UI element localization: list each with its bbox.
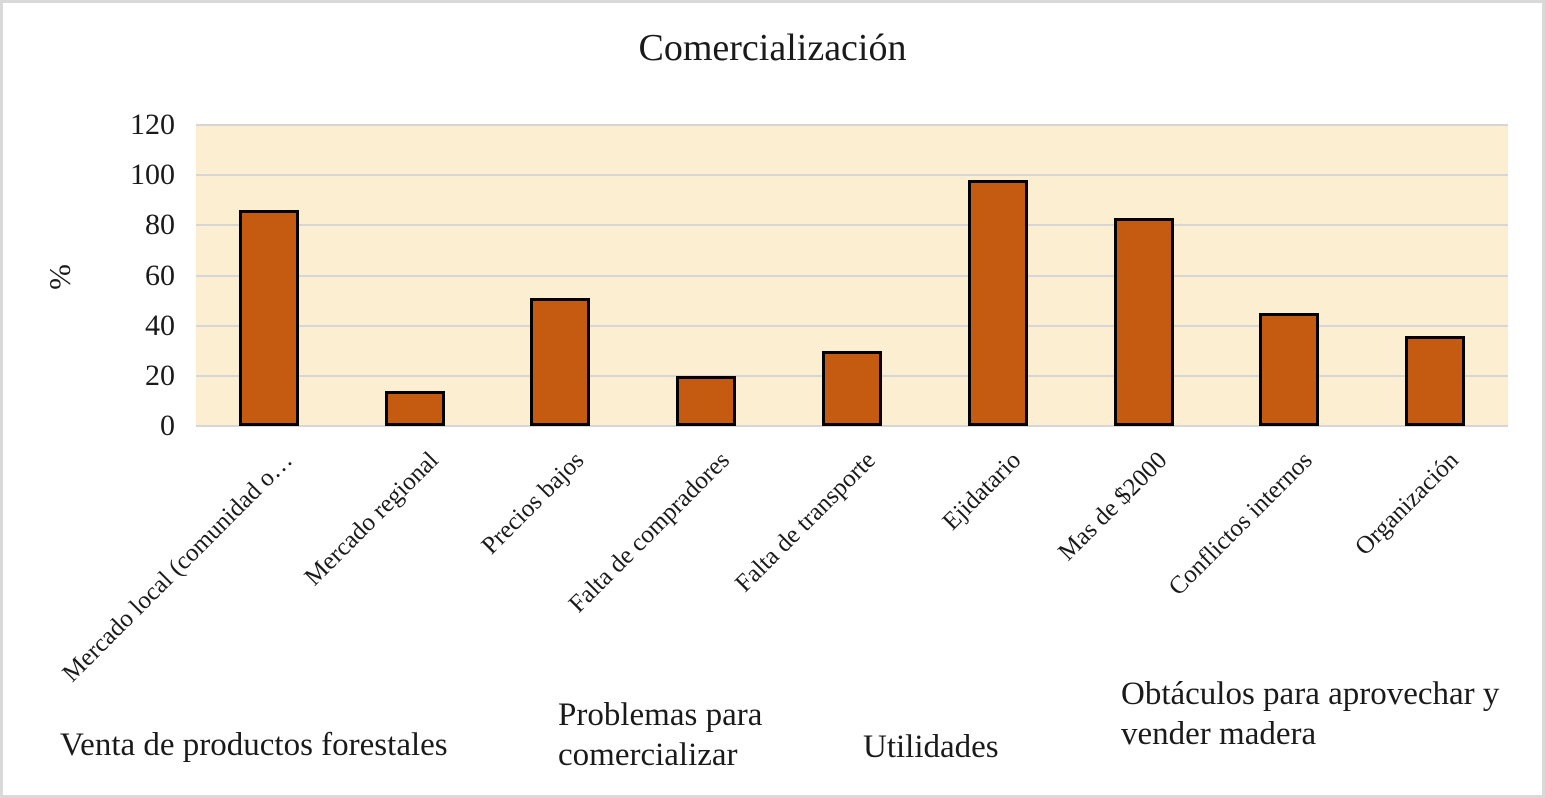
gridline-60 xyxy=(196,274,1508,277)
x-axis-group-label-obtaculos: Obtáculos para aprovechar y vender mader… xyxy=(1121,676,1500,753)
gridline-80 xyxy=(196,224,1508,227)
bar-5 xyxy=(822,350,882,426)
x-axis-group-label-utilidades: Utilidades xyxy=(863,729,999,765)
y-tick-label-100: 100 xyxy=(130,158,175,192)
chart-title: Comercialización xyxy=(638,27,907,69)
y-tick-label-80: 80 xyxy=(145,208,175,242)
y-tick-label-120: 120 xyxy=(130,108,175,141)
x-axis-label-5: Falta de transporte xyxy=(730,446,881,598)
gridline-40 xyxy=(196,324,1508,327)
x-axis-label-1: Mercado local (comunidad o… xyxy=(57,446,298,688)
bar-2 xyxy=(384,390,445,426)
x-axis-label-9: Organización xyxy=(1349,446,1464,561)
bar-7 xyxy=(1113,217,1174,426)
x-axis-label-7: Mas de $2000 xyxy=(1053,446,1173,566)
gridline-100 xyxy=(196,174,1508,177)
x-axis-group-label-venta-de-productos-forestales: Venta de productos forestales xyxy=(60,727,448,763)
y-tick-label-60: 60 xyxy=(145,258,175,292)
bar-9 xyxy=(1405,335,1466,426)
y-tick-label-40: 40 xyxy=(145,308,175,342)
bar-6 xyxy=(967,180,1028,426)
x-axis-label-4: Falta de compradores xyxy=(563,446,736,618)
x-axis-group-label-problemas-para-comercializar: Problemas para comercializar xyxy=(558,697,763,774)
bar-8 xyxy=(1259,313,1320,426)
x-axis-label-6: Ejidatario xyxy=(937,446,1027,536)
gridline-0 xyxy=(196,425,1508,427)
y-tick-label-0: 0 xyxy=(160,409,175,442)
y-axis-title: % xyxy=(41,264,77,290)
gridline-120 xyxy=(196,124,1508,126)
bar-4 xyxy=(676,375,737,426)
x-axis-label-8: Conflictos internos xyxy=(1164,446,1319,601)
plot-area xyxy=(196,124,1508,427)
x-axis-label-3: Precios bajos xyxy=(476,446,590,560)
bar-1 xyxy=(238,210,299,426)
y-tick-label-20: 20 xyxy=(145,358,175,392)
bar-3 xyxy=(530,298,591,426)
x-axis-label-2: Mercado regional xyxy=(299,446,444,591)
